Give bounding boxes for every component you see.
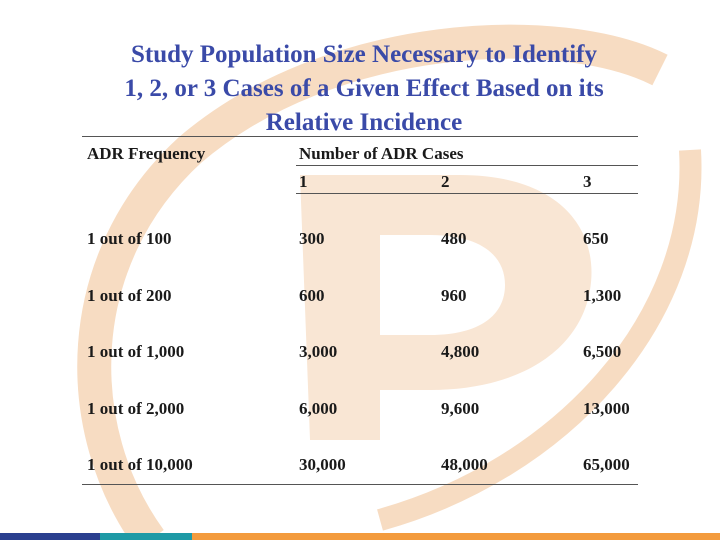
case-column-2: 2 [441, 172, 450, 191]
row-frequency: 1 out of 100 [87, 229, 172, 248]
case-column-1: 1 [299, 172, 308, 191]
watermark-swirl [77, 24, 668, 540]
cases-header-rule [296, 165, 638, 166]
row-cases-3: 6,500 [583, 342, 622, 361]
row-cases-2: 9,600 [441, 399, 480, 418]
row-cases-2: 4,800 [441, 342, 480, 361]
frequency-header: ADR Frequency [87, 144, 206, 163]
row-cases-3: 65,000 [583, 455, 630, 474]
row-cases-1: 3,000 [299, 342, 338, 361]
cases-header: Number of ADR Cases [299, 144, 464, 163]
row-cases-3: 13,000 [583, 399, 630, 418]
row-cases-3: 650 [583, 229, 609, 248]
row-frequency: 1 out of 10,000 [87, 455, 193, 474]
row-cases-1: 600 [299, 286, 325, 305]
row-cases-1: 300 [299, 229, 325, 248]
title-line-3: Relative Incidence [265, 109, 463, 136]
row-cases-1: 30,000 [299, 455, 346, 474]
slide-title: Study Population Size Necessary to Ident… [60, 38, 668, 140]
row-cases-2: 48,000 [441, 455, 488, 474]
row-cases-1: 6,000 [299, 399, 338, 418]
bottom-bar-navy [0, 533, 100, 540]
row-frequency: 1 out of 200 [87, 286, 172, 305]
watermark-letter-p [300, 175, 592, 440]
bottom-bar-teal [100, 533, 192, 540]
row-cases-3: 1,300 [583, 286, 622, 305]
column-header-rule [296, 193, 638, 194]
row-cases-2: 960 [441, 286, 467, 305]
title-line-1: Study Population Size Necessary to Ident… [131, 41, 597, 68]
row-cases-2: 480 [441, 229, 467, 248]
row-frequency: 1 out of 1,000 [87, 342, 185, 361]
bottom-bar-orange [192, 533, 720, 540]
watermark-swirl-inner [377, 149, 702, 531]
row-frequency: 1 out of 2,000 [87, 399, 185, 418]
title-line-2: 1, 2, or 3 Cases of a Given Effect Based… [124, 75, 604, 102]
case-column-3: 3 [583, 172, 592, 191]
table-bottom-rule [82, 484, 638, 485]
table-top-rule [82, 136, 638, 137]
